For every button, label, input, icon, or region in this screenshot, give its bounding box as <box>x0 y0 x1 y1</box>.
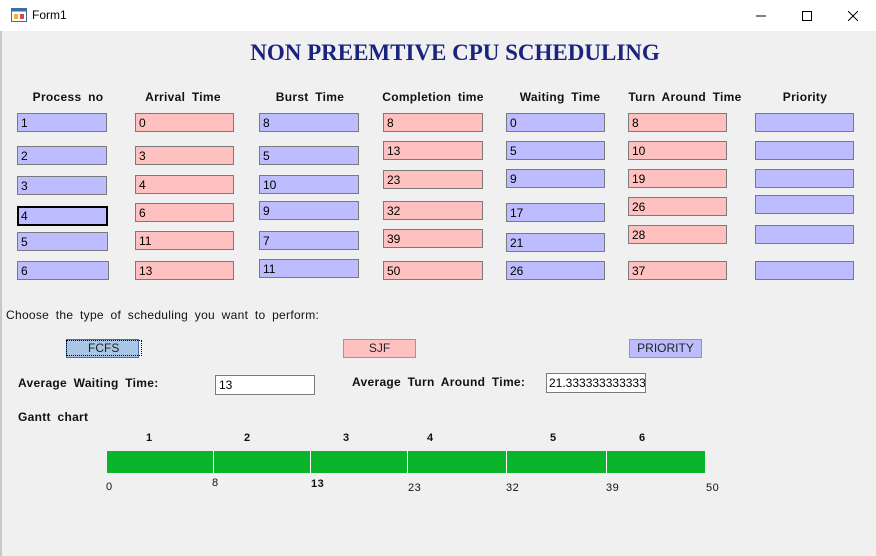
burst-time-input-6[interactable]: 11 <box>259 259 359 278</box>
arrival-time-input-1[interactable]: 0 <box>135 113 234 132</box>
window-title: Form1 <box>32 8 67 22</box>
gantt-bar-segment <box>607 451 705 473</box>
process-no-input-6[interactable]: 6 <box>17 261 109 280</box>
burst-time-input-1[interactable]: 8 <box>259 113 359 132</box>
arrival-time-input-6[interactable]: 13 <box>135 261 234 280</box>
process-no-input-2[interactable]: 2 <box>17 146 107 165</box>
average-waiting-time-field[interactable]: 13 <box>215 375 315 395</box>
gantt-bar-segment <box>507 451 607 473</box>
turn-around-time-input-6[interactable]: 37 <box>628 261 727 280</box>
turn-around-time-input-1[interactable]: 8 <box>628 113 727 132</box>
process-no-input-5[interactable]: 5 <box>17 232 108 251</box>
gantt-time-label: 0 <box>106 481 113 493</box>
header-priority: Priority <box>782 90 828 104</box>
header-process-no: Process no <box>32 90 104 104</box>
header-completion-time: Completion time <box>382 90 484 104</box>
waiting-time-input-3[interactable]: 9 <box>506 169 605 188</box>
gantt-chart-label: Gantt chart <box>18 410 89 424</box>
close-icon <box>848 10 858 21</box>
priority-input-2[interactable] <box>755 141 854 160</box>
maximize-icon <box>802 10 812 21</box>
turn-around-time-input-4[interactable]: 26 <box>628 197 727 216</box>
gantt-process-label: 1 <box>146 432 153 444</box>
gantt-time-label: 39 <box>606 482 620 494</box>
completion-time-input-1[interactable]: 8 <box>383 113 483 132</box>
maximize-button[interactable] <box>784 0 830 31</box>
burst-time-input-4[interactable]: 9 <box>259 201 359 220</box>
process-no-input-4[interactable]: 4 <box>17 206 108 226</box>
header-waiting-time: Waiting Time <box>519 90 601 104</box>
completion-time-input-3[interactable]: 23 <box>383 170 483 189</box>
turn-around-time-input-5[interactable]: 28 <box>628 225 727 244</box>
waiting-time-input-2[interactable]: 5 <box>506 141 605 160</box>
completion-time-input-2[interactable]: 13 <box>383 141 483 160</box>
gantt-time-label: 8 <box>212 477 219 489</box>
priority-input-6[interactable] <box>755 261 854 280</box>
gantt-bar-segment <box>107 451 214 473</box>
process-no-input-1[interactable]: 1 <box>17 113 107 132</box>
fcfs-button[interactable]: FCFS <box>65 339 143 358</box>
gantt-process-label: 6 <box>639 432 646 444</box>
completion-time-input-5[interactable]: 39 <box>383 229 483 248</box>
gantt-time-label: 23 <box>408 482 422 494</box>
title-bar: Form1 <box>0 0 876 31</box>
arrival-time-input-4[interactable]: 6 <box>135 203 234 222</box>
average-turn-around-time-label: Average Turn Around Time: <box>352 375 526 389</box>
priority-input-1[interactable] <box>755 113 854 132</box>
arrival-time-input-3[interactable]: 4 <box>135 175 234 194</box>
turn-around-time-input-3[interactable]: 19 <box>628 169 727 188</box>
priority-input-4[interactable] <box>755 195 854 214</box>
burst-time-input-5[interactable]: 7 <box>259 231 359 250</box>
gantt-time-label: 32 <box>506 482 520 494</box>
burst-time-input-3[interactable]: 10 <box>259 175 359 194</box>
average-turn-around-time-field[interactable]: 21.3333333333333 <box>546 373 646 393</box>
arrival-time-input-5[interactable]: 11 <box>135 231 234 250</box>
completion-time-input-4[interactable]: 32 <box>383 201 483 220</box>
process-no-input-3[interactable]: 3 <box>17 176 107 195</box>
burst-time-input-2[interactable]: 5 <box>259 146 359 165</box>
priority-input-3[interactable] <box>755 169 854 188</box>
header-arrival-time: Arrival Time <box>145 90 221 104</box>
sjf-button[interactable]: SJF <box>343 339 416 358</box>
minimize-icon <box>756 15 766 16</box>
gantt-time-label: 50 <box>706 482 720 494</box>
priority-button[interactable]: PRIORITY <box>629 339 702 358</box>
completion-time-input-6[interactable]: 50 <box>383 261 483 280</box>
waiting-time-input-5[interactable]: 21 <box>506 233 605 252</box>
gantt-bar-segment <box>311 451 408 473</box>
window-edge <box>0 31 2 556</box>
form-icon <box>11 8 27 22</box>
waiting-time-input-4[interactable]: 17 <box>506 203 605 222</box>
turn-around-time-input-2[interactable]: 10 <box>628 141 727 160</box>
gantt-process-label: 4 <box>427 432 434 444</box>
gantt-process-label: 3 <box>343 432 350 444</box>
header-burst-time: Burst Time <box>275 90 345 104</box>
gantt-bar-segment <box>214 451 311 473</box>
gantt-bar-segment <box>408 451 507 473</box>
gantt-time-label: 13 <box>311 478 325 490</box>
close-button[interactable] <box>830 0 876 31</box>
gantt-process-label: 5 <box>550 432 557 444</box>
header-turn-around-time: Turn Around Time <box>628 90 742 104</box>
waiting-time-input-6[interactable]: 26 <box>506 261 605 280</box>
arrival-time-input-2[interactable]: 3 <box>135 146 234 165</box>
waiting-time-input-1[interactable]: 0 <box>506 113 605 132</box>
gantt-process-label: 2 <box>244 432 251 444</box>
fcfs-button-label: FCFS <box>65 340 143 356</box>
average-waiting-time-label: Average Waiting Time: <box>18 376 159 390</box>
scheduling-type-label: Choose the type of scheduling you want t… <box>6 308 320 322</box>
page-title: NON PREEMTIVE CPU SCHEDULING <box>250 40 660 65</box>
minimize-button[interactable] <box>738 0 784 31</box>
priority-input-5[interactable] <box>755 225 854 244</box>
